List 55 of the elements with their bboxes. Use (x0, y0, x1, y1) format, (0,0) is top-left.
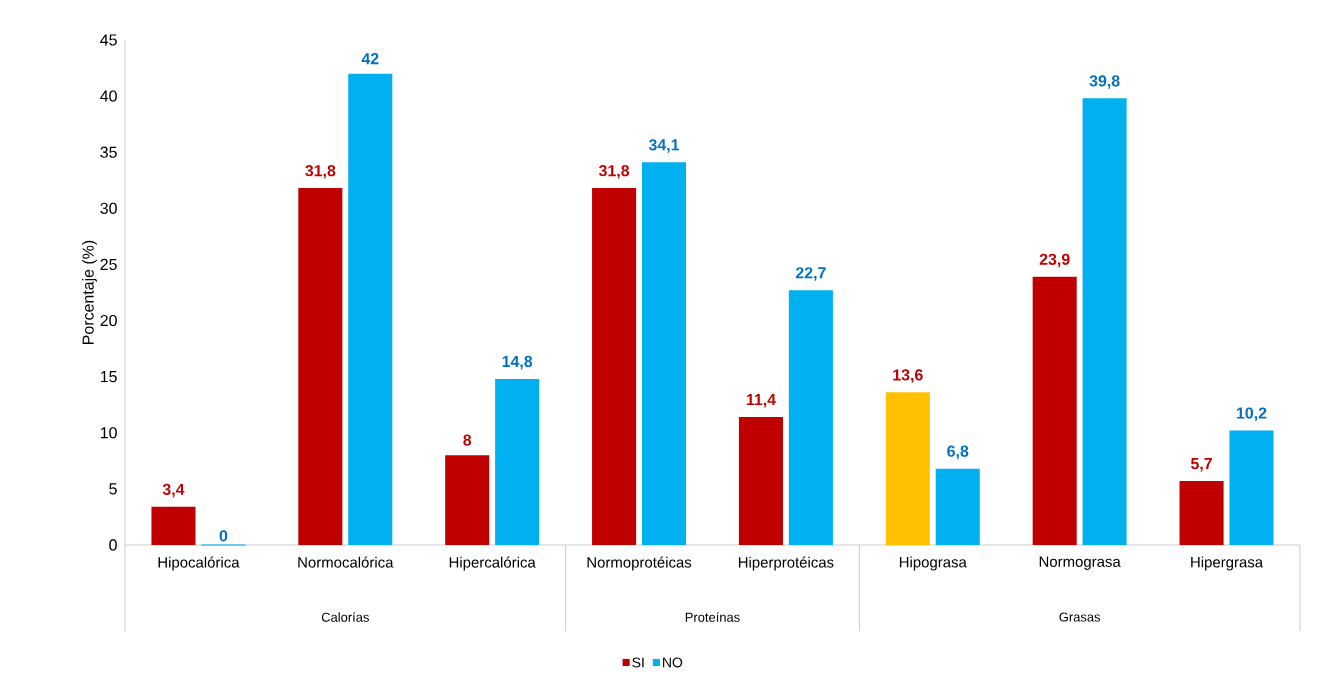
bar (1032, 276, 1077, 545)
x-tick-label: Hipocalórica (158, 556, 240, 571)
y-tick-label: 5 (109, 483, 117, 495)
data-label: 14,8 (502, 355, 533, 370)
data-label: 34,1 (648, 139, 680, 153)
data-label: 8 (463, 434, 472, 446)
x-tick-label: Normograsa (1039, 556, 1121, 570)
x-tick-label: Hipercalórica (449, 556, 536, 571)
y-tick-label: 20 (100, 314, 117, 327)
bar (445, 455, 490, 545)
bar (495, 378, 540, 545)
bar (738, 417, 783, 545)
data-label: 10,2 (1236, 407, 1267, 422)
x-tick-label: Hipograsa (899, 556, 967, 571)
legend-label: NO (663, 657, 683, 668)
x-tick-label: Normoprotéicas (587, 556, 692, 571)
data-label: 42 (361, 53, 379, 65)
bar (298, 188, 343, 545)
data-label: 11,4 (746, 394, 776, 408)
bar (788, 290, 833, 545)
data-label: 23,9 (1039, 253, 1070, 268)
x-tick-label: Hiperprotéicas (738, 556, 834, 571)
legend-label: SI (632, 657, 644, 668)
bar (1082, 98, 1127, 545)
data-label: 31,8 (305, 165, 336, 179)
y-tick-label: 30 (100, 202, 117, 214)
bar (641, 162, 687, 545)
bar (1229, 430, 1274, 545)
bar (935, 468, 980, 545)
data-label: 13,6 (893, 369, 923, 383)
data-label: 3,4 (162, 483, 185, 498)
data-label: 6,8 (947, 445, 969, 460)
y-tick-label: 40 (100, 90, 117, 102)
y-tick-label: 10 (100, 427, 117, 439)
bar (885, 392, 930, 545)
data-label: 5,7 (1190, 458, 1212, 472)
bar (1179, 481, 1224, 545)
x-tick-label: Hipergrasa (1191, 556, 1264, 571)
data-label: 0 (219, 530, 228, 542)
data-label: 22,7 (795, 267, 826, 281)
y-tick-label: 25 (100, 258, 117, 271)
bar (151, 506, 196, 545)
y-axis-title: Porcentaje (%) (82, 240, 97, 344)
y-tick-label: 35 (100, 146, 117, 158)
data-label: 31,8 (598, 165, 630, 179)
bar (592, 188, 637, 545)
text: Proteínas (685, 612, 740, 622)
text: Calorías (321, 612, 369, 622)
bar (348, 73, 393, 545)
text: Grasas (1059, 612, 1101, 622)
y-tick-label: 0 (109, 539, 117, 551)
y-tick-label: 15 (100, 371, 117, 383)
x-tick-label: Normocalórica (298, 556, 394, 568)
data-label: 39,8 (1089, 75, 1120, 89)
y-tick-label: 45 (100, 34, 117, 46)
